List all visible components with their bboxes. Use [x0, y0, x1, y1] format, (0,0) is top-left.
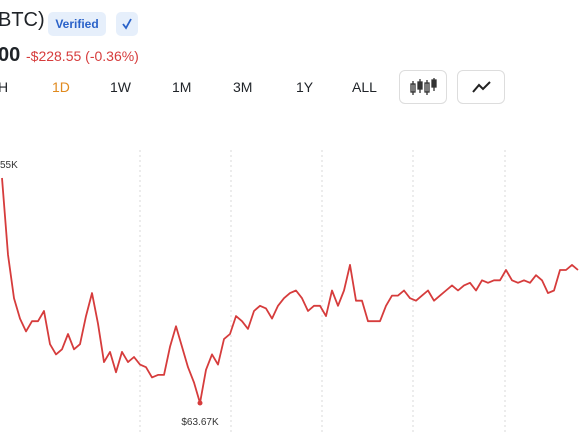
verified-badge: Verified [48, 12, 106, 36]
price: 00 [0, 44, 21, 66]
low-label: $63.67K [181, 417, 219, 428]
line-button[interactable] [457, 70, 505, 104]
price-line [1, 177, 579, 404]
grid [139, 150, 506, 432]
tab[interactable]: ALL [352, 79, 377, 95]
tab[interactable]: 3M [233, 79, 253, 95]
tab[interactable]: 1M [172, 79, 192, 95]
check-icon [116, 12, 138, 36]
tab[interactable]: 1Y [296, 79, 314, 95]
high-label: 55K [0, 160, 18, 171]
tab[interactable]: 1W [110, 79, 131, 95]
price-change: -$228.55 (-0.36%) [26, 48, 139, 64]
tab[interactable]: 1D [52, 79, 70, 95]
tab[interactable]: H [0, 79, 9, 95]
low-marker [197, 400, 203, 406]
candlestick-button[interactable] [399, 70, 447, 104]
asset-title: BTC) [0, 9, 45, 31]
